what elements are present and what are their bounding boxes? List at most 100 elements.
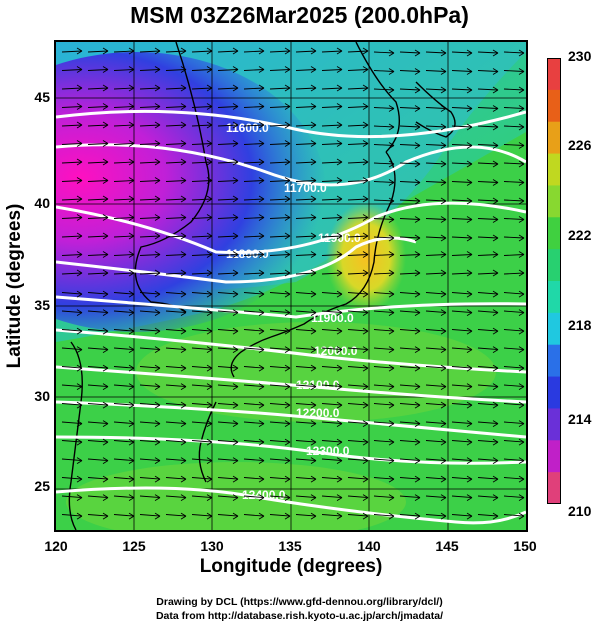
wind-arrow xyxy=(477,272,499,275)
wind-arrowhead xyxy=(232,158,239,166)
wind-arrowhead xyxy=(310,401,317,409)
wind-arrowhead xyxy=(518,142,525,149)
wind-arrow xyxy=(295,292,317,295)
wind-arrow xyxy=(269,329,291,332)
wind-arrowhead xyxy=(414,364,421,372)
wind-arrowhead xyxy=(388,494,395,501)
wind-arrow xyxy=(295,403,317,406)
wind-arrowhead xyxy=(440,309,447,316)
wind-arrow xyxy=(321,143,343,145)
wind-arrow xyxy=(503,403,525,406)
wind-arrow xyxy=(269,403,291,406)
wind-arrowhead xyxy=(492,475,499,483)
wind-arrow xyxy=(139,310,161,314)
wind-arrow xyxy=(243,161,265,164)
wind-arrowhead xyxy=(518,123,525,131)
wind-vectors xyxy=(61,47,525,520)
wind-arrowhead xyxy=(154,121,161,129)
contour-line xyxy=(56,328,526,374)
wind-arrowhead xyxy=(466,327,473,335)
wind-arrowhead xyxy=(492,216,499,223)
wind-arrow xyxy=(139,254,161,256)
wind-arrow xyxy=(113,87,135,90)
wind-arrow xyxy=(165,292,187,295)
wind-arrow xyxy=(477,347,499,351)
wind-arrowhead xyxy=(414,160,421,168)
wind-arrowhead xyxy=(492,290,499,298)
wind-arrow xyxy=(243,106,265,108)
wind-arrow xyxy=(503,329,525,332)
wind-arrowhead xyxy=(440,346,447,353)
wind-arrow xyxy=(321,50,343,53)
wind-arrowhead xyxy=(154,420,161,427)
wind-arrowhead xyxy=(518,364,525,372)
y-tick-label: 45 xyxy=(34,89,50,105)
wind-arrowhead xyxy=(232,327,239,335)
wind-arrow xyxy=(477,477,499,480)
wind-arrow xyxy=(87,421,109,425)
wind-arrow xyxy=(425,125,447,128)
colorbar-segment xyxy=(547,408,561,441)
wind-arrow xyxy=(347,87,369,90)
wind-arrowhead xyxy=(492,512,499,520)
wind-arrow xyxy=(451,236,473,239)
wind-arrow xyxy=(373,236,395,239)
wind-arrowhead xyxy=(206,383,213,390)
wind-arrowhead xyxy=(258,494,265,501)
wind-arrow xyxy=(425,421,447,425)
wind-arrowhead xyxy=(232,84,239,92)
wind-arrow xyxy=(217,235,239,238)
wind-arrow xyxy=(477,514,499,517)
wind-arrow xyxy=(165,384,187,388)
wind-arrowhead xyxy=(102,232,109,240)
wind-arrow xyxy=(165,124,187,127)
wind-arrowhead xyxy=(102,251,109,258)
wind-arrowhead xyxy=(206,47,213,55)
wind-arrowhead xyxy=(336,512,343,520)
wind-arrow xyxy=(165,254,187,256)
wind-arrowhead xyxy=(466,364,473,372)
wind-arrow xyxy=(477,495,499,499)
wind-arrow xyxy=(373,70,395,72)
wind-arrow xyxy=(373,292,395,295)
wind-arrow xyxy=(347,198,369,201)
wind-arrow xyxy=(61,87,83,90)
wind-arrowhead xyxy=(414,475,421,483)
wind-arrowhead xyxy=(362,327,369,335)
wind-arrowhead xyxy=(362,269,369,277)
wind-arrowhead xyxy=(466,68,473,75)
wind-arrowhead xyxy=(76,66,83,73)
wind-arrow xyxy=(425,440,447,443)
wind-arrowhead xyxy=(128,420,135,427)
wind-arrow xyxy=(243,87,265,90)
wind-arrow xyxy=(295,514,317,517)
wind-arrowhead xyxy=(414,401,421,409)
wind-arrow xyxy=(269,254,291,256)
wind-arrow xyxy=(373,440,395,443)
wind-arrow xyxy=(295,440,317,443)
wind-arrow xyxy=(425,329,447,332)
wind-arrow xyxy=(347,477,369,480)
wind-arrow xyxy=(61,421,83,425)
wind-arrow xyxy=(373,254,395,256)
wind-arrowhead xyxy=(310,140,317,147)
wind-arrow xyxy=(321,161,343,164)
wind-arrowhead xyxy=(518,475,525,483)
wind-arrowhead xyxy=(336,364,343,372)
wind-arrow xyxy=(191,87,213,90)
wind-arrowhead xyxy=(310,66,317,73)
wind-arrow xyxy=(269,180,291,182)
wind-arrow xyxy=(347,440,369,443)
wind-arrow xyxy=(399,107,421,109)
wind-arrowhead xyxy=(206,251,213,258)
wind-arrowhead xyxy=(232,512,239,520)
wind-arrow xyxy=(347,458,369,462)
wind-arrow xyxy=(425,144,447,146)
wind-arrowhead xyxy=(518,251,525,258)
wind-arrowhead xyxy=(492,309,499,316)
wind-arrow xyxy=(373,421,395,425)
wind-arrow xyxy=(217,421,239,425)
wind-arrowhead xyxy=(284,364,291,372)
wind-arrow xyxy=(87,124,109,127)
wind-arrowhead xyxy=(336,214,343,221)
